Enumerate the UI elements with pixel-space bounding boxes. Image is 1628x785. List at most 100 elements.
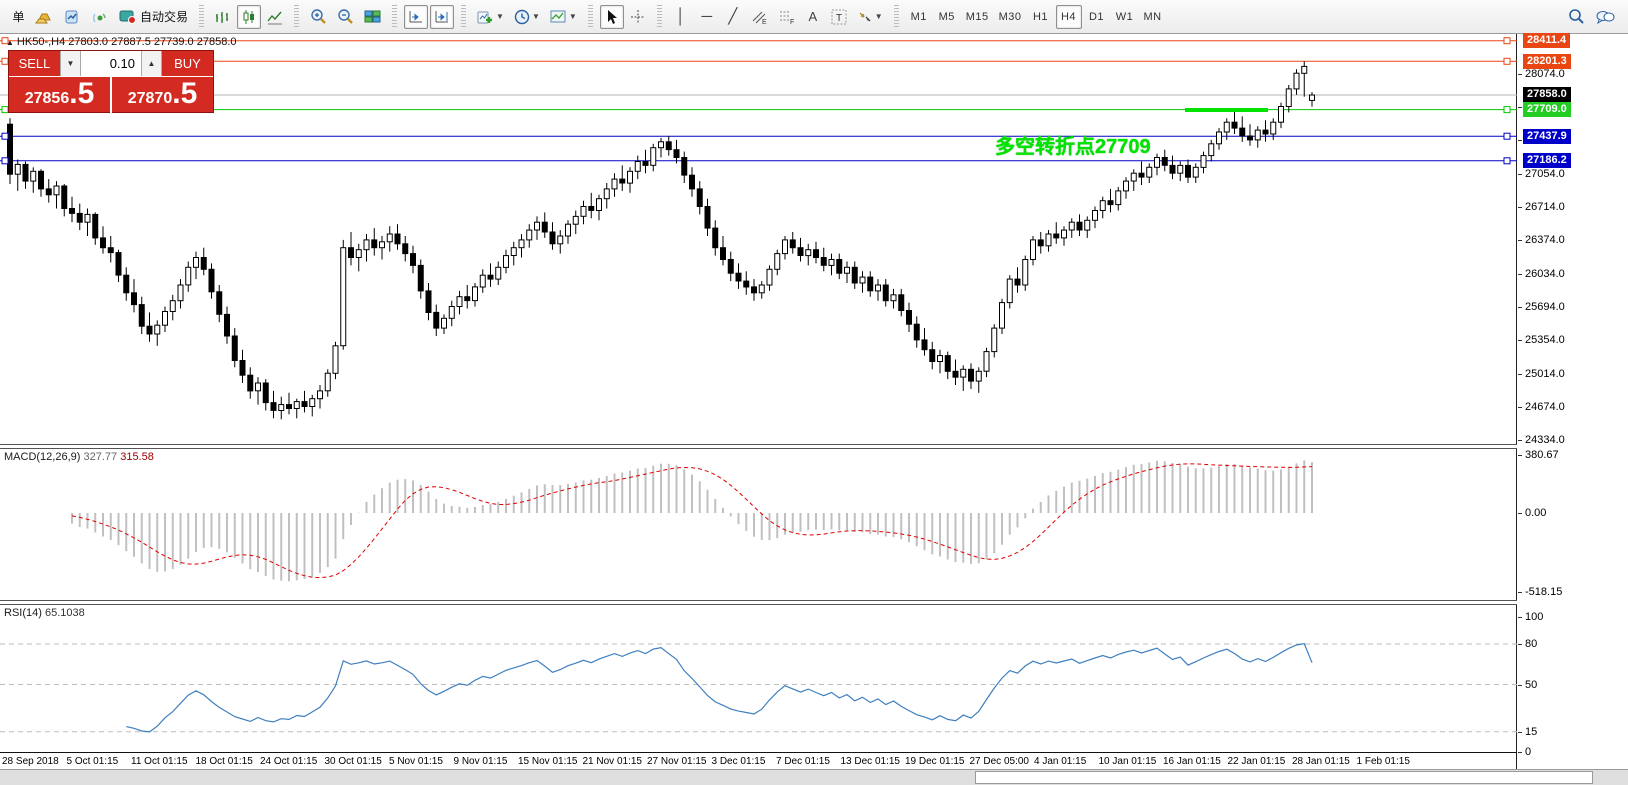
crosshair-icon[interactable] — [626, 5, 650, 29]
auto-scroll-icon[interactable] — [404, 4, 429, 29]
price-badge: 27858.0 — [1523, 87, 1571, 103]
chart-plot-area[interactable]: ▲ HK50-,H4 27803.0 27887.5 27739.0 27858.… — [0, 34, 1517, 785]
macd-pane: MACD(12,26,9) 327.77 315.58 — [0, 449, 1517, 600]
zoom-in-icon[interactable] — [306, 5, 331, 29]
date-label: 7 Dec 01:15 — [776, 756, 830, 767]
chat-icon[interactable] — [1591, 5, 1619, 29]
annotation-text[interactable]: 多空转折点27709 — [995, 136, 1151, 158]
rsi-chart — [0, 643, 1517, 733]
timeframe-m5-button[interactable]: M5 — [938, 10, 955, 23]
date-label: 30 Oct 01:15 — [324, 756, 382, 767]
dropdown-caret-icon: ▼ — [568, 12, 577, 21]
vertical-line-icon[interactable]: │ — [676, 8, 686, 25]
add-indicator-button[interactable]: ▼ — [473, 5, 508, 29]
date-label: 13 Dec 01:15 — [840, 756, 901, 767]
buy-button[interactable]: BUY — [162, 51, 213, 76]
timeframe-m1-button[interactable]: M1 — [910, 10, 927, 23]
date-label: 28 Sep 2018 — [2, 756, 59, 767]
toolbar-separator — [656, 4, 662, 29]
date-label: 27 Nov 01:15 — [647, 756, 707, 767]
scrollbar-thumb[interactable] — [975, 771, 1593, 784]
toolbar-separator — [461, 4, 467, 29]
one-click-trade-panel: SELL ▼ 0.10 ▲ BUY 27856.5 27870.5 — [8, 50, 214, 113]
chart-window: ▲ HK50-,H4 27803.0 27887.5 27739.0 27858.… — [0, 33, 1628, 785]
timeframe-w1-button[interactable]: W1 — [1115, 10, 1134, 23]
dropdown-caret-icon: ▼ — [496, 12, 504, 21]
date-label: 1 Feb 01:15 — [1356, 756, 1410, 767]
volume-decrease-button[interactable]: ▼ — [60, 51, 81, 76]
top-toolbar: 单 自动交易 — [0, 0, 1628, 34]
history-center-icon[interactable] — [59, 5, 85, 29]
sell-price[interactable]: 27856.5 — [9, 77, 112, 113]
equidistant-channel-icon[interactable]: E — [747, 5, 772, 29]
line-chart-icon[interactable] — [263, 5, 287, 29]
candlestick-chart-icon[interactable] — [237, 4, 262, 29]
date-label: 10 Jan 01:15 — [1098, 756, 1157, 767]
svg-text:T: T — [836, 13, 842, 24]
dropdown-caret-icon: ▼ — [531, 12, 540, 21]
annotation-trend-segment[interactable] — [1185, 107, 1268, 112]
price-axis[interactable]: 28074.027734.027394.027054.026714.026374… — [1518, 33, 1628, 785]
time-axis[interactable]: 28 Sep 2018 5 Oct 01:15 11 Oct 01:15 18 Oct… — [0, 752, 1517, 769]
toolbar-separator — [199, 4, 205, 29]
fibonacci-icon[interactable]: F — [774, 5, 799, 29]
buy-price[interactable]: 27870.5 — [127, 77, 198, 110]
chart-shift-icon[interactable] — [430, 4, 455, 29]
price-pane: ▲ HK50-,H4 27803.0 27887.5 27739.0 27858.… — [0, 34, 1517, 444]
date-label: 22 Jan 01:15 — [1227, 756, 1286, 767]
templates-button[interactable]: ▼ — [546, 5, 581, 29]
date-label: 18 Oct 01:15 — [195, 756, 253, 767]
chart-ohlc-title: ▲ HK50-,H4 27803.0 27887.5 27739.0 27858.… — [6, 36, 237, 48]
date-label: 9 Nov 01:15 — [453, 756, 508, 767]
toolbar-separator — [893, 4, 899, 29]
ohlc-marker-icon: ▲ — [6, 38, 14, 47]
date-label: 16 Jan 01:15 — [1163, 756, 1221, 767]
text-icon[interactable]: A — [808, 9, 818, 24]
signals-icon[interactable] — [87, 5, 113, 29]
rsi-label: RSI(14) 65.1038 — [4, 607, 85, 619]
timeframe-h1-button[interactable]: H1 — [1032, 10, 1049, 23]
search-icon[interactable] — [1564, 5, 1589, 29]
trendline-icon[interactable]: ╱ — [728, 8, 738, 25]
horizontal-scrollbar — [0, 769, 1628, 785]
cursor-icon[interactable] — [599, 4, 624, 29]
price-badge: 27709.0 — [1523, 102, 1571, 118]
toolbar-separator — [294, 4, 300, 29]
date-label: 28 Jan 01:15 — [1292, 756, 1350, 767]
price-badge: 27437.9 — [1523, 128, 1571, 144]
svg-text:F: F — [790, 19, 794, 25]
timeframe-mn-button[interactable]: MN — [1143, 10, 1162, 23]
timeframe-h4-button[interactable]: H4 — [1055, 4, 1082, 29]
horizontal-line-icon[interactable]: ─ — [701, 8, 713, 25]
rsi-pane: RSI(14) 65.1038 — [0, 605, 1517, 752]
pane-splitter[interactable] — [0, 600, 1517, 605]
sell-button[interactable]: SELL — [9, 51, 60, 76]
date-label: 3 Dec 01:15 — [711, 756, 766, 767]
svg-text:E: E — [762, 19, 767, 25]
date-label: 11 Oct 01:15 — [131, 756, 188, 767]
timeframe-m30-button[interactable]: M30 — [998, 10, 1022, 23]
arrows-button[interactable]: ▼ — [853, 5, 887, 29]
volume-increase-button[interactable]: ▲ — [141, 51, 162, 76]
gold-ingot-icon[interactable] — [31, 5, 57, 29]
candlestick-chart — [0, 37, 1517, 420]
autotrade-button[interactable]: 自动交易 — [115, 5, 192, 29]
dropdown-caret-icon: ▼ — [874, 12, 883, 21]
macd-chart — [71, 460, 1313, 582]
new-order-button[interactable]: 单 — [5, 5, 29, 29]
zoom-out-icon[interactable] — [333, 5, 358, 29]
timeframe-m15-button[interactable]: M15 — [965, 10, 989, 23]
text-label-icon[interactable]: T — [827, 5, 851, 29]
periods-button[interactable]: ▼ — [510, 5, 544, 29]
toolbar-separator — [587, 4, 593, 29]
pane-splitter[interactable] — [0, 444, 1517, 449]
date-label: 5 Oct 01:15 — [66, 756, 119, 767]
bar-chart-icon[interactable] — [211, 5, 235, 29]
timeframe-d1-button[interactable]: D1 — [1088, 10, 1105, 23]
date-label: 5 Nov 01:15 — [389, 756, 443, 767]
macd-label: MACD(12,26,9) 327.77 315.58 — [4, 451, 154, 463]
tile-windows-icon[interactable] — [360, 5, 385, 29]
volume-input[interactable]: 0.10 — [81, 51, 141, 76]
date-label: 21 Nov 01:15 — [582, 756, 643, 767]
date-label: 4 Jan 01:15 — [1034, 756, 1087, 767]
